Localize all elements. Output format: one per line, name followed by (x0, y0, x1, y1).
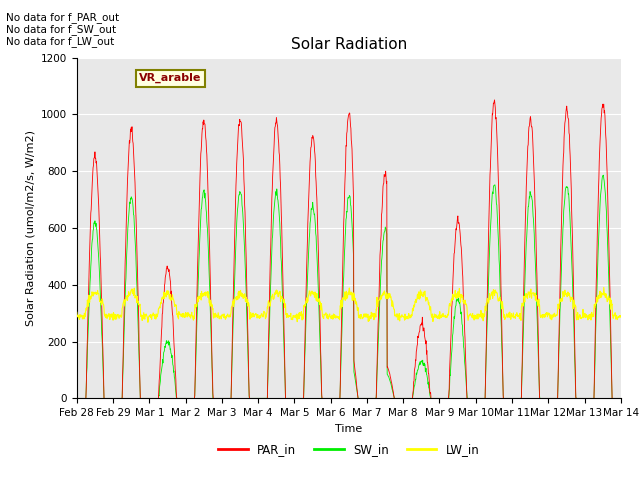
Text: VR_arable: VR_arable (140, 73, 202, 83)
X-axis label: Time: Time (335, 424, 362, 433)
Text: No data for f_PAR_out: No data for f_PAR_out (6, 12, 120, 23)
Text: No data for f_LW_out: No data for f_LW_out (6, 36, 115, 47)
Y-axis label: Solar Radiation (umol/m2/s, W/m2): Solar Radiation (umol/m2/s, W/m2) (25, 130, 35, 326)
Text: No data for f_SW_out: No data for f_SW_out (6, 24, 116, 35)
Title: Solar Radiation: Solar Radiation (291, 37, 407, 52)
Legend: PAR_in, SW_in, LW_in: PAR_in, SW_in, LW_in (214, 438, 484, 461)
